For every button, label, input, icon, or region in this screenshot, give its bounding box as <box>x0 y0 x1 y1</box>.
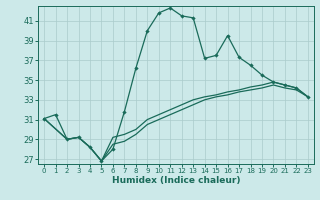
X-axis label: Humidex (Indice chaleur): Humidex (Indice chaleur) <box>112 176 240 185</box>
